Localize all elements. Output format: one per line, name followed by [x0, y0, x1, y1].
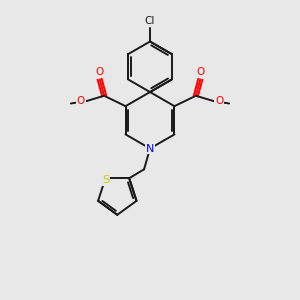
- Text: O: O: [215, 95, 223, 106]
- Text: O: O: [77, 95, 85, 106]
- Text: O: O: [197, 67, 205, 77]
- Text: S: S: [102, 175, 109, 185]
- Text: O: O: [95, 67, 103, 77]
- Text: Cl: Cl: [145, 16, 155, 26]
- Text: N: N: [146, 143, 154, 154]
